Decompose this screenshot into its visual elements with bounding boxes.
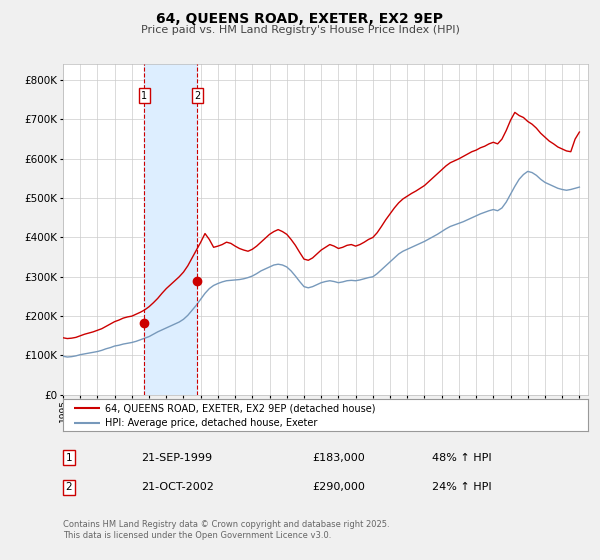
Text: 2: 2 xyxy=(65,482,73,492)
Text: 1: 1 xyxy=(65,452,73,463)
Text: £290,000: £290,000 xyxy=(312,482,365,492)
Text: 64, QUEENS ROAD, EXETER, EX2 9EP (detached house): 64, QUEENS ROAD, EXETER, EX2 9EP (detach… xyxy=(105,403,376,413)
Text: 64, QUEENS ROAD, EXETER, EX2 9EP: 64, QUEENS ROAD, EXETER, EX2 9EP xyxy=(157,12,443,26)
Text: HPI: Average price, detached house, Exeter: HPI: Average price, detached house, Exet… xyxy=(105,418,317,428)
Text: 2: 2 xyxy=(194,91,200,101)
Text: 1: 1 xyxy=(141,91,148,101)
Text: £183,000: £183,000 xyxy=(312,452,365,463)
Text: 48% ↑ HPI: 48% ↑ HPI xyxy=(432,452,491,463)
Bar xyxy=(144,64,197,395)
Text: 24% ↑ HPI: 24% ↑ HPI xyxy=(432,482,491,492)
Text: 21-OCT-2002: 21-OCT-2002 xyxy=(141,482,214,492)
Text: 21-SEP-1999: 21-SEP-1999 xyxy=(141,452,212,463)
Text: This data is licensed under the Open Government Licence v3.0.: This data is licensed under the Open Gov… xyxy=(63,531,331,540)
Text: Contains HM Land Registry data © Crown copyright and database right 2025.: Contains HM Land Registry data © Crown c… xyxy=(63,520,389,529)
Text: Price paid vs. HM Land Registry's House Price Index (HPI): Price paid vs. HM Land Registry's House … xyxy=(140,25,460,35)
